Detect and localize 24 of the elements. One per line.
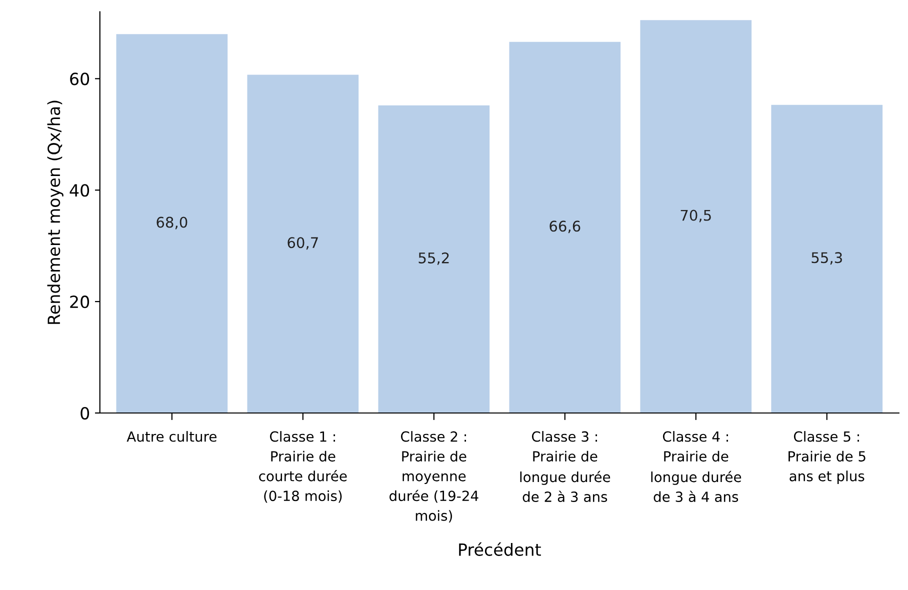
bar — [509, 42, 621, 413]
x-tick-label: Autre culture — [126, 431, 216, 442]
data-label: 66,6 — [550, 220, 580, 234]
y-tick-label: 0 — [80, 406, 90, 420]
y-tick-label: 20 — [70, 296, 90, 308]
data-label: 55,3 — [812, 252, 842, 265]
bar — [378, 105, 490, 413]
data-label: 60,7 — [288, 237, 318, 250]
data-label: 68,0 — [156, 216, 188, 230]
y-axis-title: Rendement moyen (Qx/ha) — [47, 100, 64, 324]
data-label: 70,5 — [680, 210, 711, 222]
bar — [771, 104, 883, 413]
bar — [640, 20, 752, 413]
x-axis-title: Précédent — [459, 542, 541, 556]
x-tick-label: Classe 4 : Prairie de longue durée de 3 à 4 ans — [651, 431, 742, 502]
bar — [247, 74, 359, 413]
y-tick-label: 40 — [70, 184, 90, 197]
bar — [116, 34, 228, 413]
x-tick-label: Classe 2 : Prairie de moyenne durée (19-24 mois) — [390, 431, 478, 523]
data-label: 55,2 — [418, 252, 449, 265]
x-tick-label: Classe 5 : Prairie de 5 ans et plus — [788, 431, 866, 484]
y-tick-label: 60 — [70, 72, 90, 86]
x-tick-label: Classe 3 : Prairie de longue durée de 2 à 3 ans — [520, 431, 610, 502]
x-tick-label: Classe 1 : Prairie de courte durée (0-18 mois) — [259, 431, 347, 503]
